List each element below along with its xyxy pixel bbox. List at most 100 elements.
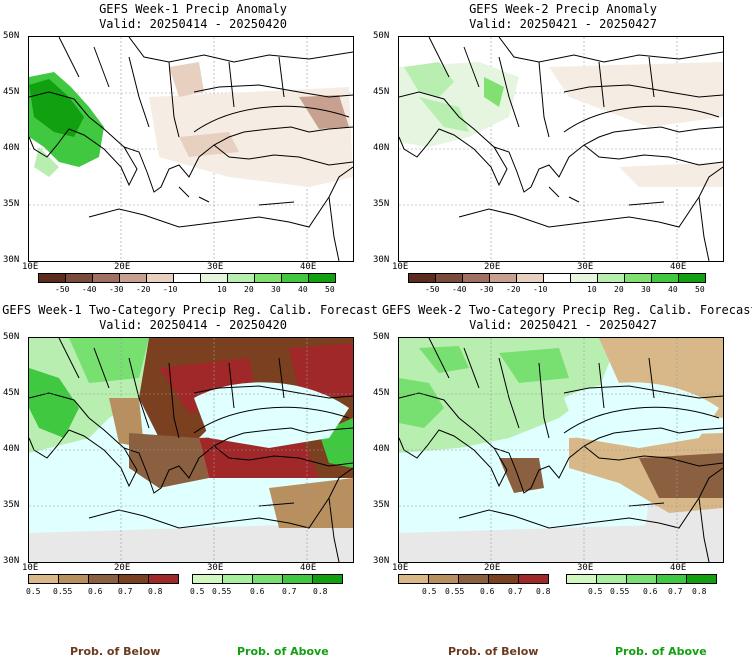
panel4-title: GEFS Week-2 Two-Category Precip Reg. Cal… bbox=[382, 303, 752, 317]
colorbar-swatch bbox=[308, 273, 336, 283]
colorbar-swatch bbox=[58, 574, 89, 584]
lat-label: 50N bbox=[3, 31, 20, 41]
lat-label: 30N bbox=[3, 255, 20, 265]
prob-above-label: Prob. of Above bbox=[237, 645, 329, 658]
colorbar-label: -20 bbox=[506, 285, 521, 294]
lon-label: 30E bbox=[577, 563, 594, 573]
panel4-valid: Valid: 20250421 - 20250427 bbox=[469, 318, 657, 332]
lon-label: 20E bbox=[484, 262, 501, 272]
colorbar-swatch bbox=[312, 574, 343, 584]
lat-label: 45N bbox=[373, 87, 390, 97]
colorbar-swatch bbox=[38, 273, 66, 283]
colorbar-swatch bbox=[173, 273, 201, 283]
colorbar-swatch bbox=[678, 273, 706, 283]
panel3-title: GEFS Week-1 Two-Category Precip Reg. Cal… bbox=[2, 303, 378, 317]
colorbar-label: -40 bbox=[82, 285, 97, 294]
colorbar-swatch bbox=[200, 273, 228, 283]
colorbar-label: 50 bbox=[325, 285, 335, 294]
below-colorbar-week1 bbox=[28, 574, 179, 584]
colorbar-label: 0.5 bbox=[26, 587, 41, 596]
panel1-title: GEFS Week-1 Precip Anomaly bbox=[99, 2, 287, 16]
map-week1-anomaly bbox=[28, 36, 354, 262]
colorbar-swatch bbox=[92, 273, 120, 283]
colorbar-swatch bbox=[656, 574, 687, 584]
colorbar-label: 0.5 bbox=[588, 587, 603, 596]
colorbar-swatch bbox=[118, 574, 149, 584]
lon-label: 40E bbox=[300, 262, 317, 272]
colorbar-label: 0.7 bbox=[282, 587, 297, 596]
prob-below-label: Prob. of Below bbox=[70, 645, 161, 658]
colorbar-label: -10 bbox=[533, 285, 548, 294]
colorbar-label: 20 bbox=[614, 285, 624, 294]
map-week2-anomaly bbox=[398, 36, 724, 262]
lat-label: 50N bbox=[373, 31, 390, 41]
colorbar-swatch bbox=[458, 574, 489, 584]
colorbar-swatch bbox=[252, 574, 283, 584]
colorbar-swatch bbox=[254, 273, 282, 283]
colorbar-label: -50 bbox=[425, 285, 440, 294]
colorbar-label: 0.8 bbox=[692, 587, 707, 596]
colorbar-label: 10 bbox=[217, 285, 227, 294]
colorbar-swatch bbox=[626, 574, 657, 584]
colorbar-swatch bbox=[489, 273, 517, 283]
colorbar-label: 0.6 bbox=[480, 587, 495, 596]
lon-label: 30E bbox=[207, 563, 224, 573]
lon-label: 20E bbox=[484, 563, 501, 573]
colorbar-swatch bbox=[566, 574, 597, 584]
lat-label: 40N bbox=[3, 143, 20, 153]
colorbar-swatch bbox=[462, 273, 490, 283]
lat-label: 30N bbox=[3, 556, 20, 566]
lat-label: 40N bbox=[373, 143, 390, 153]
lat-label: 30N bbox=[373, 556, 390, 566]
colorbar-swatch bbox=[146, 273, 174, 283]
prob-below-label: Prob. of Below bbox=[448, 645, 539, 658]
colorbar-label: 0.6 bbox=[88, 587, 103, 596]
colorbar-swatch bbox=[516, 273, 544, 283]
colorbar-label: -30 bbox=[479, 285, 494, 294]
lon-label: 40E bbox=[670, 563, 687, 573]
lon-label: 10E bbox=[22, 563, 39, 573]
lon-label: 10E bbox=[22, 262, 39, 272]
colorbar-label: 0.8 bbox=[536, 587, 551, 596]
lon-label: 10E bbox=[392, 262, 409, 272]
map-week1-two-category bbox=[28, 337, 354, 563]
colorbar-swatch bbox=[651, 273, 679, 283]
colorbar-label: 30 bbox=[271, 285, 281, 294]
lat-label: 45N bbox=[3, 388, 20, 398]
panel1-valid: Valid: 20250414 - 20250420 bbox=[99, 17, 287, 31]
colorbar-label: 40 bbox=[298, 285, 308, 294]
colorbar-label: -10 bbox=[163, 285, 178, 294]
lon-label: 40E bbox=[670, 262, 687, 272]
colorbar-swatch bbox=[570, 273, 598, 283]
colorbar-label: 0.6 bbox=[250, 587, 265, 596]
colorbar-swatch bbox=[597, 273, 625, 283]
colorbar-label: -30 bbox=[109, 285, 124, 294]
colorbar-label: -20 bbox=[136, 285, 151, 294]
colorbar-label: 0.8 bbox=[313, 587, 328, 596]
colorbar-label: 20 bbox=[244, 285, 254, 294]
lat-label: 45N bbox=[3, 87, 20, 97]
colorbar-swatch bbox=[28, 574, 59, 584]
colorbar-swatch bbox=[518, 574, 549, 584]
colorbar-label: 10 bbox=[587, 285, 597, 294]
anomaly-colorbar-week2 bbox=[408, 273, 706, 283]
prob-above-label: Prob. of Above bbox=[615, 645, 707, 658]
colorbar-label: 0.7 bbox=[118, 587, 133, 596]
colorbar-swatch bbox=[624, 273, 652, 283]
lat-label: 45N bbox=[373, 388, 390, 398]
panel2-title: GEFS Week-2 Precip Anomaly bbox=[469, 2, 657, 16]
lat-label: 50N bbox=[3, 332, 20, 342]
colorbar-swatch bbox=[281, 273, 309, 283]
colorbar-swatch bbox=[408, 273, 436, 283]
lat-label: 30N bbox=[373, 255, 390, 265]
colorbar-label: 50 bbox=[695, 285, 705, 294]
panel2-valid: Valid: 20250421 - 20250427 bbox=[469, 17, 657, 31]
lat-label: 35N bbox=[3, 199, 20, 209]
colorbar-swatch bbox=[596, 574, 627, 584]
colorbar-swatch bbox=[222, 574, 253, 584]
lat-label: 35N bbox=[3, 500, 20, 510]
colorbar-label: 0.55 bbox=[445, 587, 465, 596]
lon-label: 20E bbox=[114, 563, 131, 573]
below-colorbar-week2 bbox=[398, 574, 549, 584]
colorbar-label: -50 bbox=[55, 285, 70, 294]
